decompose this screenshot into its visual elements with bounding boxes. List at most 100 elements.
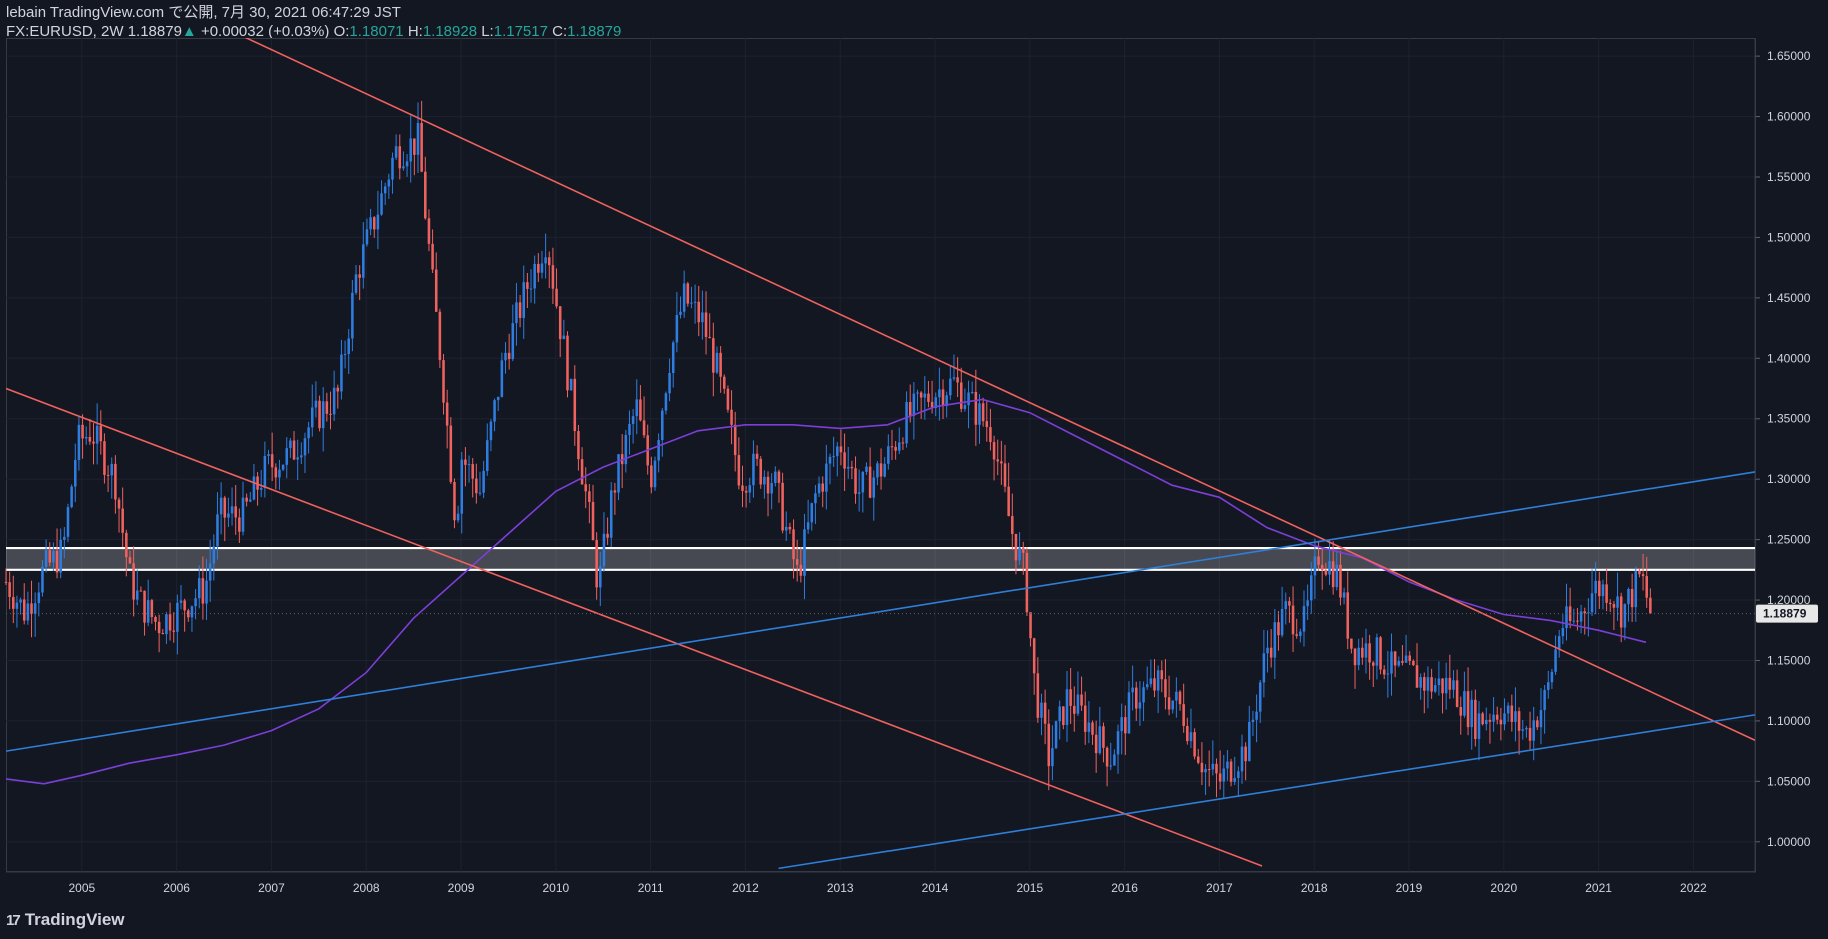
candle-body [1302, 606, 1306, 632]
candle-body [489, 421, 493, 441]
symbol-label[interactable]: FX:EURUSD, 2W [6, 23, 124, 40]
candle-body [1379, 637, 1382, 670]
candle-body [70, 486, 73, 508]
candle-body [639, 399, 642, 421]
candle-body [1277, 622, 1280, 636]
candle-body [1364, 643, 1368, 658]
candle-body [533, 263, 536, 289]
candle-body [1437, 678, 1441, 686]
candle-body [1536, 720, 1539, 728]
candle-body [121, 508, 124, 533]
candle-body [591, 501, 595, 541]
candle-body [1616, 596, 1619, 608]
candle-body [927, 393, 930, 402]
candle-body [1448, 677, 1452, 690]
candle-body [154, 616, 157, 622]
candle-body [1590, 593, 1594, 613]
candle-body [442, 360, 445, 403]
candle-body [216, 514, 219, 547]
candle-body [609, 490, 613, 538]
candle-body [1073, 705, 1076, 714]
candle-body [496, 396, 500, 401]
candle-body [1032, 638, 1036, 674]
trendline-upper-falling-resistance[interactable] [234, 32, 1755, 741]
candle-body [675, 314, 679, 343]
trendline-bottom-rising-line[interactable] [778, 714, 1755, 870]
current-price-label: 1.18879 [1763, 607, 1807, 621]
candle-body [1623, 604, 1627, 628]
candle-body [1371, 662, 1375, 666]
candle-body [1313, 556, 1317, 576]
candle-body [409, 138, 412, 162]
candle-body [1466, 691, 1470, 728]
candle-body [1007, 486, 1010, 517]
candle-body [22, 599, 26, 621]
candle-body [1419, 677, 1422, 688]
candle-body [1248, 721, 1251, 762]
candle-body [398, 146, 402, 169]
candle-body [281, 464, 285, 470]
candle-body [883, 463, 886, 477]
candle-body [241, 497, 245, 532]
candle-body [730, 409, 733, 425]
y-tick-label: 1.40000 [1767, 351, 1811, 365]
candle-body [95, 425, 99, 444]
candle-body [631, 416, 635, 424]
candle-body [854, 468, 857, 494]
candle-body [653, 460, 657, 488]
candle-body [1069, 689, 1072, 706]
publish-info: lebain TradingView.com で公開, 7月 30, 2021 … [6, 4, 621, 23]
candle-body [1433, 685, 1437, 692]
candle-body [114, 463, 117, 500]
ohlc-legend: FX:EURUSD, 2W 1.18879▲ +0.00032 (+0.03%)… [6, 23, 621, 42]
candle-body [865, 466, 868, 472]
candle-body [1149, 678, 1153, 685]
candle-body [194, 598, 197, 607]
candle-body [1612, 604, 1616, 608]
candle-body [383, 186, 387, 194]
candle-body [183, 600, 186, 611]
candle-body [1335, 564, 1339, 588]
trendline-long-rising-line[interactable] [6, 471, 1755, 752]
x-tick-label: 2014 [922, 881, 949, 895]
candle-body [59, 539, 62, 573]
candle-body [1630, 588, 1634, 608]
y-tick-label: 1.65000 [1767, 49, 1811, 63]
candle-body [1003, 463, 1007, 487]
candle-body [1528, 727, 1532, 741]
candle-body [1517, 711, 1521, 731]
candle-body [879, 463, 883, 477]
candle-body [391, 157, 394, 180]
candle-body [227, 513, 230, 518]
candle-body [1594, 580, 1597, 594]
candle-body [1255, 711, 1258, 720]
candle-body [256, 476, 259, 490]
candle-body [332, 387, 336, 415]
candle-body [1521, 729, 1525, 731]
x-tick-label: 2016 [1111, 881, 1138, 895]
trendline-lower-falling-support[interactable] [6, 387, 1263, 867]
candle-body [1619, 596, 1623, 628]
candle-body [325, 401, 329, 414]
x-tick-label: 2022 [1680, 881, 1707, 895]
candle-body [48, 550, 52, 563]
candle-body [770, 482, 773, 494]
candle-body [1226, 761, 1229, 769]
candle-body [1320, 564, 1324, 571]
candle-body [1124, 717, 1127, 734]
candle-body [1160, 670, 1164, 680]
resistance-zone-fill [6, 548, 1755, 570]
candle-body [1266, 647, 1269, 654]
candle-body [1156, 670, 1160, 691]
candle-body [354, 274, 358, 293]
candle-body [143, 590, 146, 623]
candle-body [150, 600, 154, 617]
moving-average-line[interactable] [5, 398, 1647, 785]
candle-body [394, 146, 398, 158]
candle-body [1244, 746, 1247, 762]
candle-body [1178, 691, 1182, 705]
candle-body [569, 378, 573, 391]
x-tick-label: 2012 [732, 881, 759, 895]
candle-body [1269, 647, 1273, 658]
